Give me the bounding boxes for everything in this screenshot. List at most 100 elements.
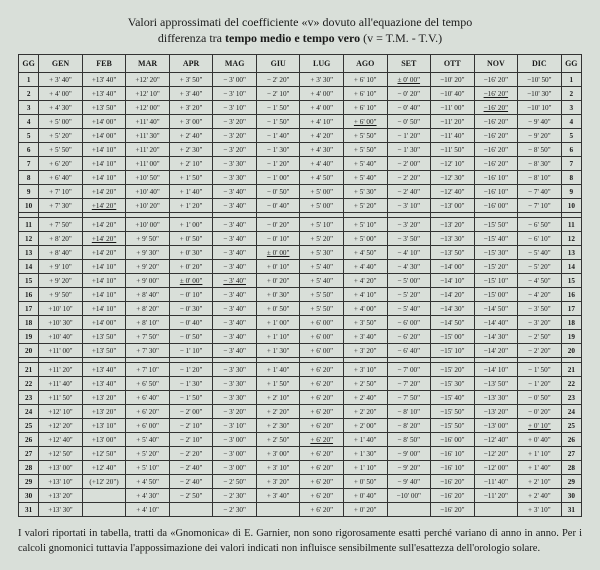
day-cell-right: 18 [561, 316, 581, 330]
value-cell: −15' 20" [431, 363, 475, 377]
value-cell: +13' 30" [39, 503, 83, 517]
value-cell: − 9' 00" [387, 447, 431, 461]
value-cell: − 3' 40" [213, 218, 257, 232]
day-cell-left: 21 [19, 363, 39, 377]
day-cell-left: 10 [19, 199, 39, 213]
value-cell: + 3' 20" [169, 101, 213, 115]
day-cell-left: 27 [19, 447, 39, 461]
value-cell: + 5' 10" [126, 461, 170, 475]
day-cell-right: 31 [561, 503, 581, 517]
value-cell: −11' 40" [474, 475, 518, 489]
value-cell: +11' 40" [39, 377, 83, 391]
value-cell: + 5' 20" [300, 232, 344, 246]
col-gg-left: GG [19, 55, 39, 73]
day-cell-right: 16 [561, 288, 581, 302]
table-row: 31+13' 30"+ 4' 10"− 2' 30"+ 6' 20"+ 0' 2… [19, 503, 582, 517]
value-cell: + 3' 40" [39, 73, 83, 87]
value-cell: − 3' 10" [213, 87, 257, 101]
day-cell-right: 12 [561, 232, 581, 246]
value-cell: − 2' 50" [169, 489, 213, 503]
value-cell: −16' 20" [474, 101, 518, 115]
value-cell: + 5' 40" [343, 157, 387, 171]
value-cell: −13' 30" [474, 391, 518, 405]
value-cell: + 5' 20" [126, 447, 170, 461]
value-cell: +13' 50" [82, 344, 126, 358]
value-cell: + 9' 20" [39, 274, 83, 288]
value-cell: −13' 50" [431, 246, 475, 260]
value-cell: +12' 20" [39, 419, 83, 433]
day-cell-right: 2 [561, 87, 581, 101]
col-dic: DIC [518, 55, 562, 73]
value-cell: −16' 10" [431, 461, 475, 475]
value-cell: −14' 30" [474, 330, 518, 344]
value-cell: − 1' 30" [387, 143, 431, 157]
value-cell: +14' 00" [82, 129, 126, 143]
value-cell: + 2' 20" [343, 405, 387, 419]
value-cell: + 4' 40" [300, 157, 344, 171]
day-cell-right: 29 [561, 475, 581, 489]
day-cell-left: 22 [19, 377, 39, 391]
col-set: SET [387, 55, 431, 73]
value-cell: + 6' 20" [300, 433, 344, 447]
value-cell: − 7' 40" [518, 185, 562, 199]
value-cell: −13' 00" [474, 419, 518, 433]
value-cell: + 6' 40" [39, 171, 83, 185]
value-cell: +13' 10" [82, 419, 126, 433]
table-row: 5+ 5' 20"+14' 00"+11' 30"+ 2' 40"− 3' 20… [19, 129, 582, 143]
value-cell: +14' 10" [82, 157, 126, 171]
value-cell: −15' 50" [431, 419, 475, 433]
value-cell: − 2' 00" [387, 157, 431, 171]
value-cell: −15' 40" [474, 232, 518, 246]
value-cell: −16' 20" [474, 87, 518, 101]
value-cell: + 7' 50" [39, 218, 83, 232]
value-cell: −14' 10" [474, 363, 518, 377]
value-cell: − 3' 40" [213, 185, 257, 199]
value-cell: − 9' 20" [518, 129, 562, 143]
value-cell: −15' 20" [474, 260, 518, 274]
day-cell-left: 8 [19, 171, 39, 185]
value-cell: + 5' 40" [300, 260, 344, 274]
value-cell: +11' 50" [39, 391, 83, 405]
value-cell: + 8' 40" [39, 246, 83, 260]
value-cell: − 3' 20" [518, 316, 562, 330]
value-cell: +11' 40" [126, 115, 170, 129]
value-cell: +14' 00" [82, 316, 126, 330]
value-cell: − 9' 40" [387, 475, 431, 489]
value-cell: − 4' 10" [387, 246, 431, 260]
day-cell-left: 30 [19, 489, 39, 503]
value-cell: − 3' 50" [387, 232, 431, 246]
day-cell-left: 9 [19, 185, 39, 199]
value-cell: − 8' 50" [518, 143, 562, 157]
value-cell: + 0' 10" [518, 419, 562, 433]
day-cell-left: 14 [19, 260, 39, 274]
value-cell: + 2' 10" [256, 391, 300, 405]
value-cell: − 3' 10" [213, 419, 257, 433]
day-cell-right: 5 [561, 129, 581, 143]
value-cell: + 4' 30" [126, 489, 170, 503]
value-cell: − 2' 30" [213, 503, 257, 517]
value-cell: −10' 10" [518, 101, 562, 115]
value-cell: ± 0' 00" [387, 73, 431, 87]
value-cell: + 0' 40" [343, 489, 387, 503]
value-cell: + 2' 00" [343, 419, 387, 433]
day-cell-right: 11 [561, 218, 581, 232]
value-cell: + 0' 50" [169, 232, 213, 246]
value-cell: + 5' 50" [300, 302, 344, 316]
value-cell: − 2' 20" [256, 73, 300, 87]
value-cell: −15' 00" [431, 330, 475, 344]
value-cell: − 6' 00" [387, 316, 431, 330]
value-cell: −16' 20" [474, 73, 518, 87]
value-cell: +13' 50" [82, 330, 126, 344]
value-cell: +13' 40" [82, 377, 126, 391]
value-cell: +13' 20" [39, 489, 83, 503]
table-row: 12+ 8' 20"+14' 20"+ 9' 50"+ 0' 50"− 3' 4… [19, 232, 582, 246]
value-cell: +14' 20" [82, 232, 126, 246]
value-cell: +14' 10" [82, 274, 126, 288]
table-row: 1+ 3' 40"+13' 40"+12' 20"+ 3' 50"− 3' 00… [19, 73, 582, 87]
value-cell: −12' 10" [431, 157, 475, 171]
value-cell: − 1' 00" [256, 171, 300, 185]
value-cell: + 5' 40" [343, 171, 387, 185]
value-cell: − 0' 20" [387, 87, 431, 101]
value-cell: + 5' 50" [300, 288, 344, 302]
value-cell: −15' 10" [474, 274, 518, 288]
